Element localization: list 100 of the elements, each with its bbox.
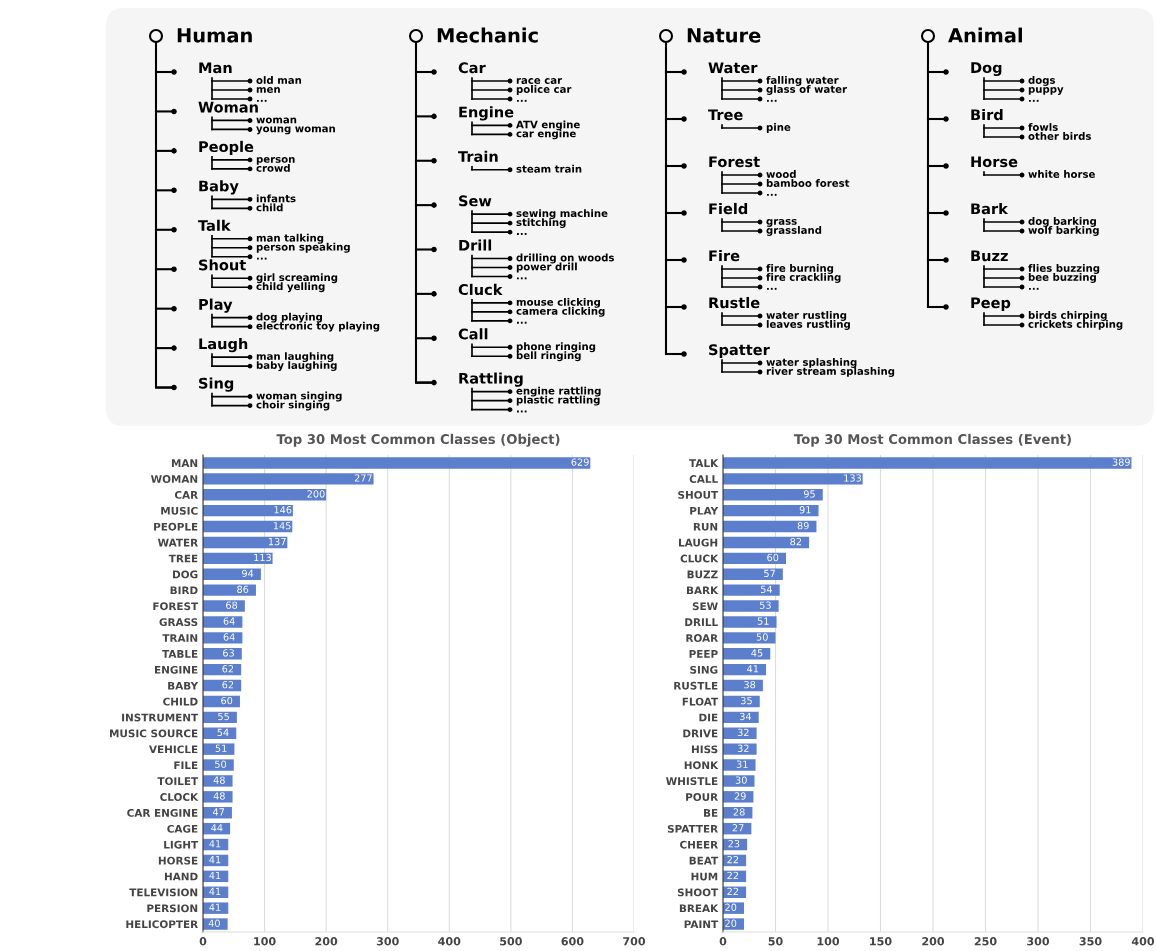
data-label: 54 bbox=[217, 728, 229, 737]
category-label: Sing bbox=[199, 377, 234, 392]
bar bbox=[203, 473, 374, 485]
text: ... bbox=[257, 99, 267, 102]
bar bbox=[203, 584, 256, 596]
bar bbox=[723, 775, 755, 787]
bar bbox=[203, 457, 591, 469]
text: grassland bbox=[766, 226, 822, 236]
text: engine rattling bbox=[516, 386, 601, 397]
text: sewing machine bbox=[516, 209, 608, 220]
y-tick-label: BREAK bbox=[679, 904, 719, 913]
category-label: Bird bbox=[971, 108, 1003, 121]
bar bbox=[723, 457, 1132, 469]
y-tick-label: PEOPLE bbox=[154, 522, 198, 531]
y-tick-label: BABY bbox=[168, 681, 199, 690]
text: mouse clicking bbox=[516, 297, 600, 308]
data-label: 145 bbox=[273, 522, 291, 530]
text: water splashing bbox=[766, 358, 857, 368]
category-label: Shout bbox=[199, 259, 246, 271]
chart-title: Top 30 Most Common Classes (Object) bbox=[276, 433, 560, 447]
text: ... bbox=[517, 233, 527, 235]
bar bbox=[723, 600, 779, 612]
text: other birds bbox=[1028, 132, 1091, 140]
category-label: Horse bbox=[971, 156, 1018, 168]
y-tick-label: DIE bbox=[699, 713, 718, 722]
x-tick-label: 150 bbox=[870, 937, 892, 946]
data-label: 60 bbox=[221, 696, 233, 705]
y-tick-label: RUSTLE bbox=[674, 681, 718, 690]
y-tick-label: TRAIN bbox=[162, 634, 198, 642]
data-label: 41 bbox=[209, 903, 221, 911]
text: flies buzzing bbox=[1028, 264, 1100, 274]
data-label: 41 bbox=[209, 871, 221, 880]
chart-title: Top 30 Most Common Classes (Event) bbox=[794, 433, 1071, 447]
y-tick-label: VEHICLE bbox=[149, 745, 198, 754]
x-tick-label: 600 bbox=[561, 937, 584, 946]
text: plastic rattling bbox=[516, 395, 600, 406]
text: Mechanic bbox=[437, 27, 538, 43]
y-tick-label: CHILD bbox=[163, 697, 198, 706]
text: Human bbox=[177, 28, 252, 43]
x-tick-label: 100 bbox=[817, 937, 840, 946]
data-label: 41 bbox=[747, 665, 759, 673]
y-tick-label: HORSE bbox=[158, 856, 198, 865]
y-tick-label: CALL bbox=[689, 475, 718, 483]
data-label: 32 bbox=[737, 728, 749, 737]
bar bbox=[723, 536, 810, 549]
data-label: 22 bbox=[727, 855, 739, 864]
data-label: 63 bbox=[223, 649, 234, 657]
y-tick-label: POUR bbox=[686, 793, 718, 801]
text: river stream splashing bbox=[766, 367, 895, 377]
y-tick-label: WOMAN bbox=[150, 475, 198, 483]
y-tick-label: WHISTLE bbox=[666, 777, 718, 786]
y-tick-label: RUN bbox=[693, 522, 718, 531]
y-tick-label: BE bbox=[704, 809, 718, 817]
y-tick-label: TELEVISION bbox=[129, 888, 198, 897]
category-label: Field bbox=[709, 202, 748, 215]
category-label: Peep bbox=[971, 297, 1011, 312]
y-tick-label: FOREST bbox=[153, 602, 199, 611]
text: white horse bbox=[1028, 170, 1095, 178]
category-label: Buzz bbox=[971, 250, 1008, 262]
data-label: 22 bbox=[727, 887, 739, 895]
y-tick-label: WATER bbox=[157, 538, 198, 547]
data-label: 133 bbox=[844, 474, 861, 482]
category-label: Rustle bbox=[709, 296, 760, 309]
data-label: 29 bbox=[734, 792, 746, 800]
y-tick-label: BUZZ bbox=[687, 570, 718, 579]
data-label: 35 bbox=[741, 696, 752, 705]
text: bamboo forest bbox=[766, 179, 850, 187]
y-tick-label: CHEER bbox=[680, 840, 718, 849]
x-tick-label: 250 bbox=[974, 937, 997, 946]
text: ... bbox=[517, 410, 527, 413]
y-tick-label: SHOUT bbox=[678, 490, 719, 499]
bar bbox=[203, 568, 261, 580]
data-label: 38 bbox=[744, 681, 756, 689]
text: woman bbox=[256, 117, 297, 124]
bar bbox=[203, 489, 327, 501]
category-label: Man bbox=[199, 62, 232, 74]
text: person bbox=[256, 157, 295, 165]
bar bbox=[723, 473, 863, 485]
bar bbox=[203, 504, 293, 517]
y-tick-label: TALK bbox=[689, 459, 719, 467]
y-tick-label: MUSIC SOURCE bbox=[110, 729, 198, 738]
data-label: 389 bbox=[1112, 458, 1130, 466]
bar bbox=[203, 632, 243, 644]
text: fire crackling bbox=[766, 273, 841, 283]
text: child yelling bbox=[256, 282, 325, 293]
data-label: 62 bbox=[222, 665, 234, 673]
text: ATV engine bbox=[516, 120, 580, 131]
text: person speaking bbox=[256, 242, 350, 253]
text: ... bbox=[517, 321, 527, 324]
text: steam train bbox=[516, 164, 582, 173]
y-tick-label: TREE bbox=[168, 554, 198, 563]
text: Nature bbox=[687, 28, 761, 43]
text: camera clicking bbox=[516, 306, 605, 317]
y-tick-label: TOILET bbox=[157, 777, 199, 786]
y-tick-label: HUM bbox=[691, 872, 718, 881]
text: wood bbox=[766, 170, 796, 178]
bar bbox=[723, 584, 780, 596]
text: choir singing bbox=[256, 400, 330, 411]
text: pine bbox=[766, 123, 791, 133]
x-tick-label: 700 bbox=[623, 937, 646, 946]
